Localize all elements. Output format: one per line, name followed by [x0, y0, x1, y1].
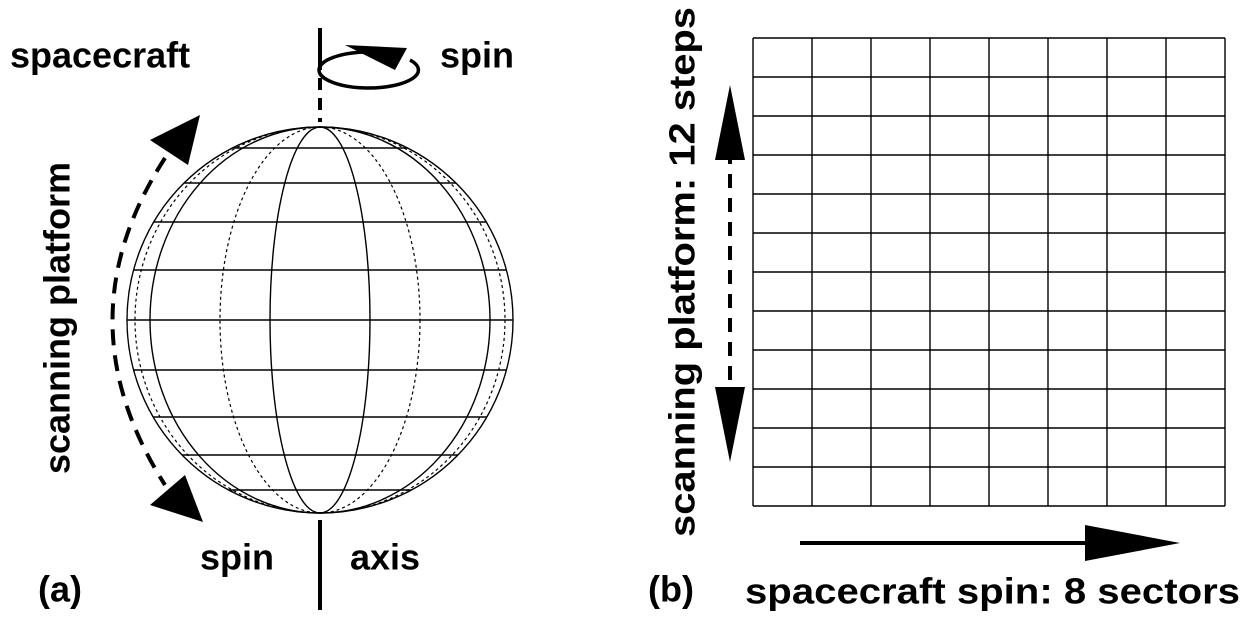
panel-a: spacecraft spin scanning platform spin a… — [10, 28, 514, 610]
spin-loop — [317, 50, 421, 90]
panel-b: scanning platform: 12 steps spacecraft s… — [648, 7, 1240, 612]
panel-b-label: (b) — [648, 569, 694, 610]
scan-arrow-down — [150, 475, 203, 522]
meridian-back — [134, 126, 506, 514]
scan-arc — [110, 156, 167, 487]
vertical-arrow-up — [715, 85, 745, 160]
spin-arrowhead — [345, 45, 407, 70]
sphere — [126, 126, 514, 514]
panel-a-label: (a) — [38, 569, 82, 610]
vertical-arrow-down — [715, 387, 745, 462]
scan-arrow-up — [150, 115, 200, 165]
spin-axis-label-left: spin — [200, 537, 274, 578]
scanning-label: scanning platform — [37, 162, 78, 474]
vertical-label: scanning platform: 12 steps — [662, 7, 703, 537]
spacecraft-label: spacecraft — [10, 35, 190, 76]
spin-label: spin — [440, 35, 514, 76]
spin-axis-label-right: axis — [350, 537, 420, 578]
horizontal-arrow-head — [1085, 525, 1180, 561]
grid — [752, 37, 1226, 507]
horizontal-label: spacecraft spin: 8 sectors — [745, 571, 1240, 612]
